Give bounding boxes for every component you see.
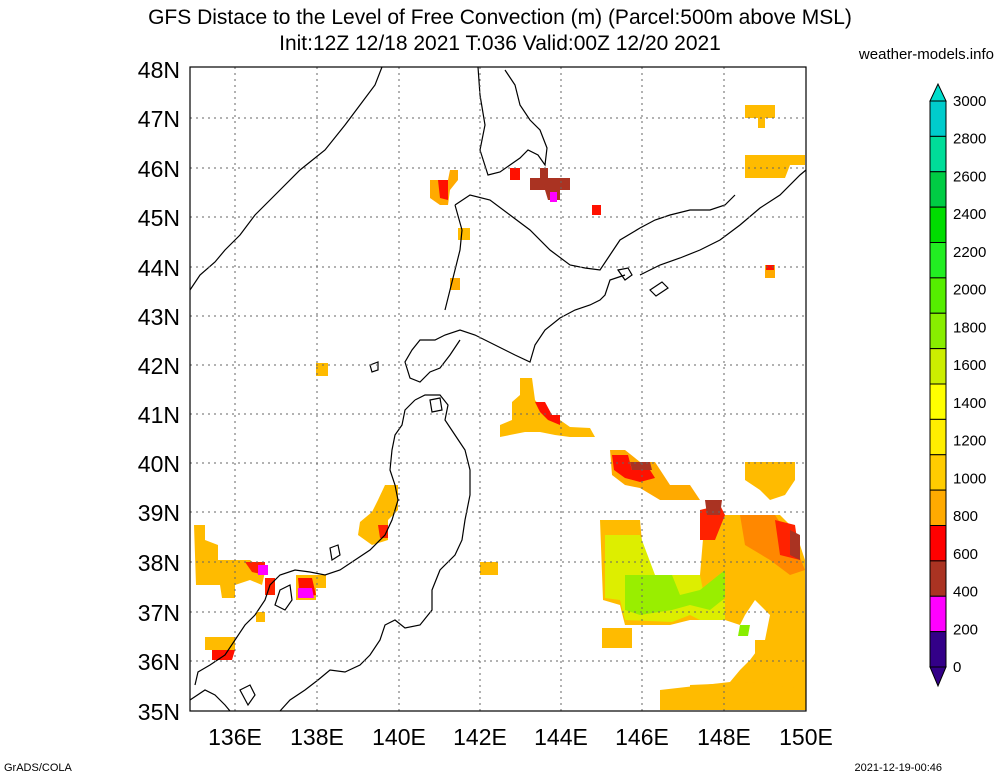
colorbar-label: 3000 [953, 93, 986, 110]
colorbar-label: 2200 [953, 244, 986, 261]
colorbar-cell [929, 454, 947, 491]
colorbar-cell [929, 348, 947, 385]
colorbar-label: 1000 [953, 470, 986, 487]
lon-label: 144E [534, 724, 588, 750]
lon-label: 140E [372, 724, 426, 750]
lat-label: 47N [138, 106, 180, 132]
source-credit: weather-models.info [858, 46, 994, 63]
colorbar-cell [929, 277, 947, 314]
map-title: GFS Distace to the Level of Free Convect… [148, 6, 852, 29]
lon-label: 142E [453, 724, 507, 750]
lat-label: 37N [138, 600, 180, 626]
longitude-axis: 136E 138E 140E 142E 144E 146E 148E 150E [208, 724, 833, 750]
lat-label: 48N [138, 57, 180, 83]
colorbar-label: 1800 [953, 319, 986, 336]
colorbar-label: 2600 [953, 168, 986, 185]
colorbar-label: 600 [953, 546, 978, 563]
lat-label: 42N [138, 353, 180, 379]
colorbar-label: 1600 [953, 357, 986, 374]
colorbar-cell [929, 560, 947, 597]
lon-label: 150E [779, 724, 833, 750]
colorbar-label: 1200 [953, 433, 986, 450]
lon-label: 148E [697, 724, 751, 750]
colorbar-label: 400 [953, 584, 978, 601]
colorbar-cell [929, 171, 947, 208]
coastline [189, 66, 807, 712]
latitude-axis: 48N 47N 46N 45N 44N 43N 42N 41N 40N 39N … [138, 57, 180, 725]
colorbar-cell [929, 525, 947, 562]
lat-label: 35N [138, 699, 180, 725]
colorbar-bottom-arrow [929, 666, 947, 688]
graticule [190, 67, 806, 711]
colorbar-cell [929, 312, 947, 350]
colorbar-label: 2800 [953, 131, 986, 148]
colorbar-label: 200 [953, 621, 978, 638]
lat-label: 36N [138, 649, 180, 675]
colorbar-cell [929, 631, 947, 668]
lat-label: 43N [138, 304, 180, 330]
colorbar-cell [929, 383, 947, 420]
lat-label: 41N [138, 402, 180, 428]
colorbar-top-arrow [929, 82, 947, 102]
colorbar-label: 2000 [953, 282, 986, 299]
colorbar-cell [929, 135, 947, 173]
colorbar-cell [929, 418, 947, 456]
lon-label: 138E [290, 724, 344, 750]
colorbar-label: 1400 [953, 395, 986, 412]
map-subtitle: Init:12Z 12/18 2021 T:036 Valid:00Z 12/2… [279, 32, 721, 55]
colorbar-cell [929, 100, 947, 137]
lat-label: 38N [138, 550, 180, 576]
colorbar-cell [929, 206, 947, 243]
colorbar-label: 800 [953, 508, 978, 525]
lon-label: 146E [615, 724, 669, 750]
colorbar-label: 2400 [953, 206, 986, 223]
lat-label: 40N [138, 451, 180, 477]
lat-label: 44N [138, 255, 180, 281]
lon-label: 136E [208, 724, 262, 750]
lat-label: 45N [138, 205, 180, 231]
colorbar-label: 0 [953, 659, 961, 676]
lat-label: 46N [138, 156, 180, 182]
lat-label: 39N [138, 500, 180, 526]
map-frame [189, 66, 807, 712]
colorbar-cell [929, 242, 947, 279]
software-credit: GrADS/COLA [4, 762, 72, 774]
colorbar-cell [929, 489, 947, 526]
colorbar-cell [929, 595, 947, 633]
timestamp: 2021-12-19-00:46 [854, 762, 942, 774]
colorbar: 3000280026002400220020001800160014001200… [929, 82, 986, 688]
